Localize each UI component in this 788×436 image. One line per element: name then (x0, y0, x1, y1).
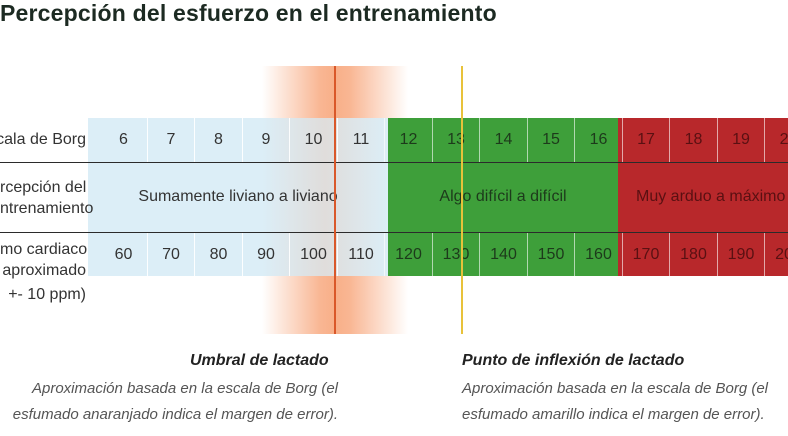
column-separator (289, 118, 290, 162)
column-separator (669, 118, 670, 162)
borg-value-7: 7 (166, 131, 176, 148)
column-separator (764, 233, 765, 276)
page-title: Percepción del esfuerzo en el entrenamie… (0, 0, 497, 26)
heart-rate-label-line-3: +- 10 ppm) (8, 286, 86, 303)
lactate-inflection-title: Punto de inflexión de lactado (462, 352, 685, 369)
column-separator (431, 233, 433, 276)
zone-light-label: Sumamente liviano a liviano (138, 188, 338, 205)
lactate-inflection-line (461, 66, 463, 334)
heart-rate-value-70: 70 (162, 246, 180, 263)
heart-rate-value-140: 140 (490, 246, 517, 263)
zone-moderate-band (388, 118, 618, 276)
column-separator (621, 118, 623, 162)
column-separator (336, 118, 338, 162)
column-separator (526, 118, 528, 162)
heart-rate-value-80: 80 (209, 246, 228, 263)
heart-rate-value-60: 60 (114, 246, 133, 263)
zone-hard-band (618, 118, 788, 276)
borg-scale-label: cala de Borg (0, 131, 86, 148)
column-separator (574, 233, 575, 276)
column-separator (241, 118, 243, 162)
column-separator (431, 118, 433, 162)
column-separator (479, 118, 480, 162)
borg-value-19: 19 (732, 131, 750, 148)
heart-rate-value-120: 120 (395, 246, 422, 263)
column-separator (289, 233, 290, 276)
heart-rate-value-190: 190 (727, 246, 755, 263)
column-separator (621, 233, 623, 276)
lactate-threshold-line (334, 66, 336, 334)
borg-value-6: 6 (119, 131, 128, 148)
row-divider-bottom (0, 232, 788, 233)
heart-rate-value-130: 130 (442, 246, 470, 263)
column-separator (669, 233, 670, 276)
borg-value-12: 12 (399, 131, 418, 148)
borg-value-14: 14 (494, 131, 513, 148)
borg-value-20: 20 (779, 131, 788, 148)
column-separator (241, 233, 243, 276)
column-separator (336, 233, 338, 276)
heart-rate-value-110: 110 (348, 246, 374, 263)
zone-light-band (88, 118, 388, 276)
lactate-threshold-title: Umbral de lactado (190, 352, 329, 369)
column-separator (146, 118, 148, 162)
column-separator (574, 118, 575, 162)
heart-rate-label-line-1: mo cardiaco (0, 241, 88, 258)
column-separator (526, 233, 528, 276)
perception-label-line-1: rcepción del (0, 179, 87, 196)
borg-value-11: 11 (352, 131, 370, 148)
borg-value-16: 16 (589, 131, 608, 148)
heart-rate-value-200: 200 (775, 246, 788, 263)
heart-rate-value-100: 100 (300, 246, 327, 263)
zone-hard-label: Muy arduo a máximo (636, 188, 786, 205)
column-separator (764, 118, 765, 162)
column-separator (716, 118, 718, 162)
borg-value-9: 9 (261, 131, 271, 148)
heart-rate-value-160: 160 (585, 246, 612, 263)
lactate-threshold-glow-overlay (262, 118, 388, 276)
lactate-threshold-text-line-2: esfumado anaranjado indica el margen de … (12, 406, 338, 423)
borg-value-8: 8 (214, 131, 223, 148)
borg-value-15: 15 (542, 131, 560, 148)
column-separator (716, 233, 718, 276)
column-separator (384, 118, 385, 162)
heart-rate-value-180: 180 (680, 246, 707, 263)
column-separator (146, 233, 148, 276)
borg-value-13: 13 (447, 131, 465, 148)
row-divider-top (0, 162, 788, 163)
lactate-inflection-text-line-2: esfumado amarillo indica el margen de er… (462, 406, 765, 423)
perception-label-line-2: ntrenamiento (0, 200, 94, 217)
column-separator (479, 233, 480, 276)
heart-rate-value-150: 150 (537, 246, 565, 263)
heart-rate-value-90: 90 (257, 246, 275, 263)
borg-value-10: 10 (304, 131, 323, 148)
borg-value-17: 17 (637, 131, 655, 148)
column-separator (384, 233, 385, 276)
lactate-threshold-text-line-1: Aproximación basada en la escala de Borg… (31, 380, 338, 397)
zone-moderate-label: Algo difícil a difícil (439, 188, 567, 205)
heart-rate-label-line-2: aproximado (2, 262, 86, 279)
heart-rate-value-170: 170 (632, 246, 660, 263)
column-separator (194, 233, 195, 276)
column-separator (194, 118, 195, 162)
borg-value-18: 18 (684, 131, 703, 148)
lactate-inflection-text-line-1: Aproximación basada en la escala de Borg… (462, 380, 769, 397)
